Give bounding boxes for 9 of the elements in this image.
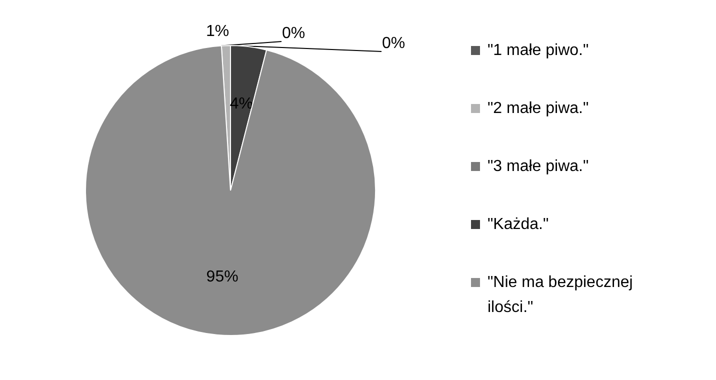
text: 0% — [282, 25, 306, 42]
data-label: 1% — [206, 23, 230, 40]
legend-label: "3 małe piwa." — [488, 158, 589, 175]
text: 0% — [382, 35, 406, 52]
legend-label: "2 małe piwa." — [488, 100, 589, 117]
legend-label: "Każda." — [488, 216, 549, 233]
legend-label: "1 małe piwo." — [488, 42, 589, 59]
data-label: 95% — [206, 268, 238, 286]
legend-label: "Nie ma bezpiecznej ilości." — [488, 274, 633, 316]
